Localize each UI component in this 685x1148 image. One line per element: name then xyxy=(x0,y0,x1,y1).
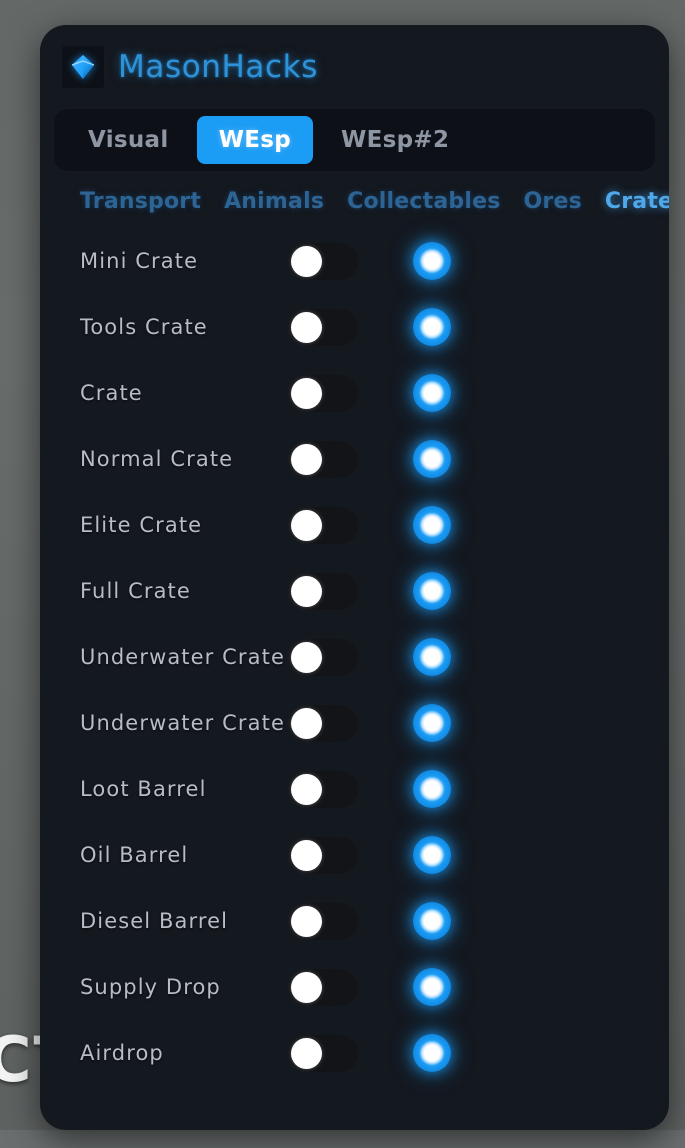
option-label: Elite Crate xyxy=(80,513,203,537)
color-indicator[interactable] xyxy=(413,440,451,478)
color-indicator[interactable] xyxy=(413,902,451,940)
color-indicator[interactable] xyxy=(413,374,451,412)
list-item: Full Crate xyxy=(40,558,669,624)
subnav-item-transport[interactable]: Transport xyxy=(80,189,202,214)
color-indicator[interactable] xyxy=(413,968,451,1006)
list-item: Oil Barrel xyxy=(40,822,669,888)
list-item: Elite Crate xyxy=(40,492,669,558)
option-label: Mini Crate xyxy=(80,249,199,273)
option-label: Oil Barrel xyxy=(80,843,189,867)
option-label: Full Crate xyxy=(80,579,191,603)
tab-visual[interactable]: Visual xyxy=(66,116,191,164)
option-label: Diesel Barrel xyxy=(80,909,229,933)
color-indicator[interactable] xyxy=(413,242,451,280)
esp-toggle[interactable] xyxy=(288,968,358,1006)
background-bottom-strip xyxy=(0,1130,685,1148)
esp-toggle[interactable] xyxy=(288,506,358,544)
toggle-knob xyxy=(291,245,322,277)
panel-header: MasonHacks xyxy=(40,25,669,109)
option-label: Normal Crate xyxy=(80,447,234,471)
option-list: Mini Crate Tools Crate Crate Normal Crat… xyxy=(40,224,669,1086)
toggle-knob xyxy=(291,971,322,1003)
toggle-knob xyxy=(291,641,322,673)
masonhacks-panel: MasonHacks Visual WEsp WEsp#2 Transport … xyxy=(40,25,669,1130)
subnav-item-crates[interactable]: Crates xyxy=(604,189,669,214)
list-item: Underwater Crate xyxy=(40,624,669,690)
esp-toggle[interactable] xyxy=(288,836,358,874)
esp-toggle[interactable] xyxy=(288,770,358,808)
option-label: Underwater Crate xyxy=(80,711,285,735)
esp-toggle[interactable] xyxy=(288,704,358,742)
toggle-knob xyxy=(291,905,322,937)
esp-toggle[interactable] xyxy=(288,308,358,346)
category-subnav: Transport Animals Collectables Ores Crat… xyxy=(40,171,669,224)
list-item: Crate xyxy=(40,360,669,426)
color-indicator[interactable] xyxy=(413,836,451,874)
option-label: Tools Crate xyxy=(80,315,208,339)
toggle-knob xyxy=(291,773,322,805)
subnav-item-collectables[interactable]: Collectables xyxy=(347,189,501,214)
option-label: Supply Drop xyxy=(80,975,221,999)
app-title: MasonHacks xyxy=(118,49,318,85)
toggle-knob xyxy=(291,509,322,541)
toggle-knob xyxy=(291,575,322,607)
list-item: Tools Crate xyxy=(40,294,669,360)
esp-toggle[interactable] xyxy=(288,572,358,610)
list-item: Normal Crate xyxy=(40,426,669,492)
toggle-knob xyxy=(291,377,322,409)
option-label: Loot Barrel xyxy=(80,777,207,801)
tab-wesp[interactable]: WEsp xyxy=(196,116,313,164)
esp-toggle[interactable] xyxy=(288,638,358,676)
tab-bar: Visual WEsp WEsp#2 xyxy=(54,109,655,171)
subnav-item-ores[interactable]: Ores xyxy=(523,189,582,214)
option-label: Airdrop xyxy=(80,1041,164,1065)
toggle-knob xyxy=(291,707,322,739)
color-indicator[interactable] xyxy=(413,506,451,544)
color-indicator[interactable] xyxy=(413,572,451,610)
option-label: Underwater Crate xyxy=(80,645,285,669)
esp-toggle[interactable] xyxy=(288,1034,358,1072)
diamond-gem-icon xyxy=(62,46,104,88)
subnav-item-animals[interactable]: Animals xyxy=(224,189,325,214)
color-indicator[interactable] xyxy=(413,770,451,808)
toggle-knob xyxy=(291,1037,322,1069)
toggle-knob xyxy=(291,311,322,343)
list-item: Supply Drop xyxy=(40,954,669,1020)
list-item: Airdrop xyxy=(40,1020,669,1086)
esp-toggle[interactable] xyxy=(288,440,358,478)
toggle-knob xyxy=(291,839,322,871)
list-item: Underwater Crate xyxy=(40,690,669,756)
color-indicator[interactable] xyxy=(413,308,451,346)
list-item: Loot Barrel xyxy=(40,756,669,822)
toggle-knob xyxy=(291,443,322,475)
esp-toggle[interactable] xyxy=(288,242,358,280)
tab-wesp2[interactable]: WEsp#2 xyxy=(319,116,471,164)
esp-toggle[interactable] xyxy=(288,902,358,940)
list-item: Diesel Barrel xyxy=(40,888,669,954)
option-label: Crate xyxy=(80,381,143,405)
color-indicator[interactable] xyxy=(413,1034,451,1072)
esp-toggle[interactable] xyxy=(288,374,358,412)
color-indicator[interactable] xyxy=(413,638,451,676)
list-item: Mini Crate xyxy=(40,228,669,294)
color-indicator[interactable] xyxy=(413,704,451,742)
